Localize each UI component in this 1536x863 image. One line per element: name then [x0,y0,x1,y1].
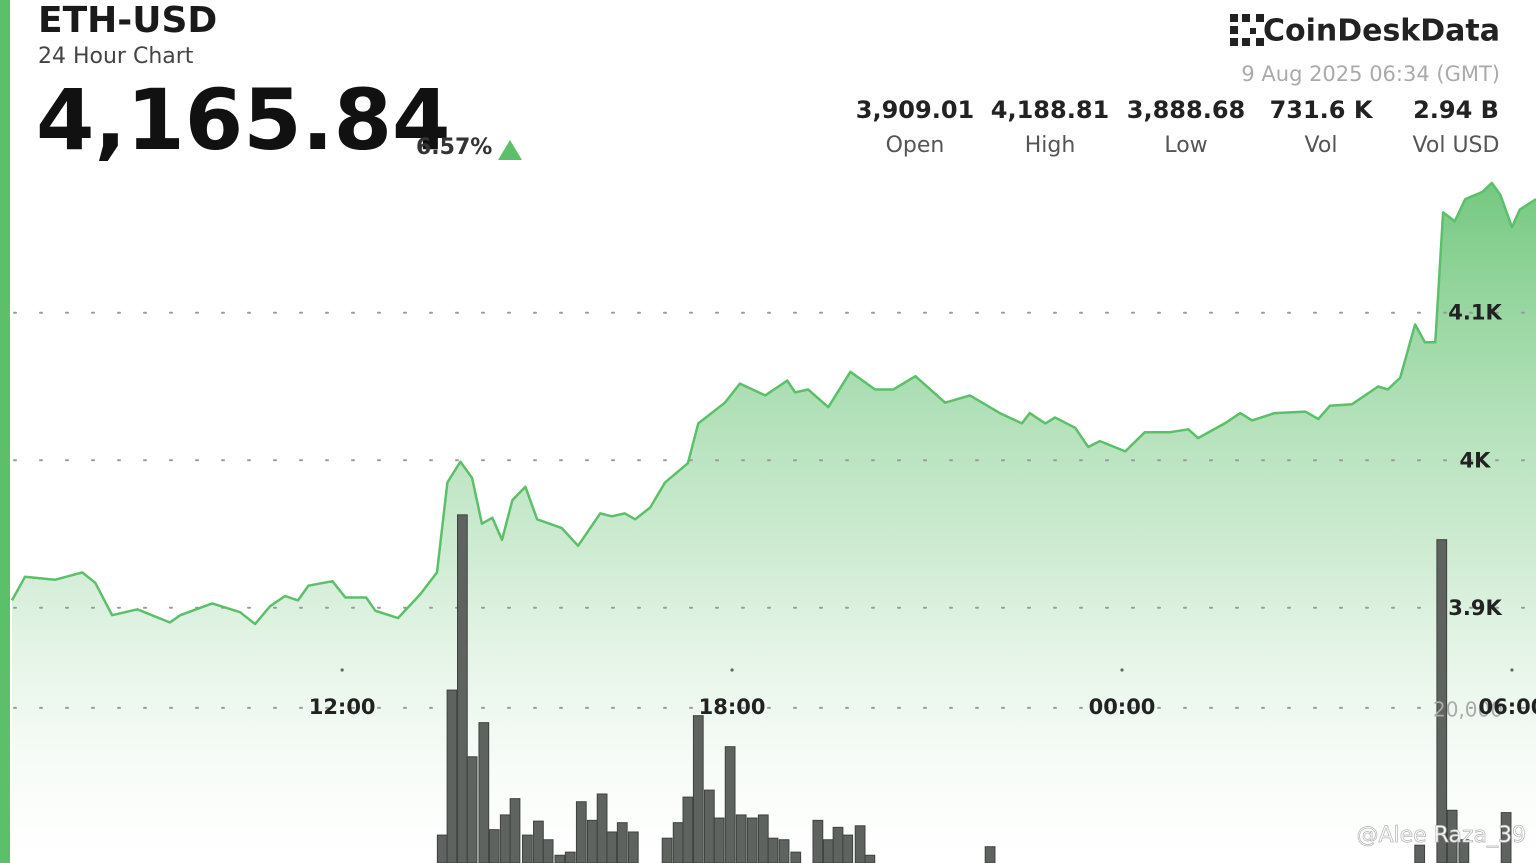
stat-label: Open [886,133,945,158]
volume-bar [488,829,500,863]
grid-layer [13,311,1536,709]
volume-bar [616,822,628,863]
labels-layer: 3.9K 4K 4.1K 20,000 12:00 18:00 00:00 06:00 [309,301,1536,722]
volume-bar [790,851,802,863]
volume-bar [509,798,521,863]
volume-bar [521,834,533,863]
symbol: ETH-USD [38,0,217,41]
bars-layer [436,514,1512,863]
volume-bar [822,839,834,863]
stat-label: Vol [1305,133,1338,158]
volume-bar [575,801,587,863]
volume-bar [627,831,639,863]
stat-value: 731.6 K [1270,96,1374,124]
x-tick-label: 00:00 [1089,695,1156,719]
volume-bar [533,820,544,863]
volume-bar [457,514,468,863]
volume-bar [446,689,458,863]
volume-bar [542,839,554,863]
volume-bar [1436,539,1448,863]
area-layer [12,182,1536,863]
volume-bar [832,826,844,863]
stat-label: Vol USD [1413,133,1500,158]
volume-bar [713,817,725,863]
volume-bar [672,822,684,863]
volume-bar [606,831,618,863]
x-tick-label: 18:00 [699,695,766,719]
volume-bar [596,793,608,863]
volume-bar [478,722,490,863]
x-tick-mark [1510,668,1514,672]
line-layer [10,181,1536,626]
stat-value: 3,888.68 [1127,96,1245,124]
stat-label: High [1025,133,1076,158]
volume-bar [661,837,673,863]
volume-bar [842,834,854,863]
volume-bar [466,756,478,863]
y-tick-label: 4K [1460,448,1492,472]
brand: CoinDeskData [1263,14,1500,49]
price-line [10,181,1536,626]
volume-bar [586,819,598,863]
y-tick-label: 4.1K [1448,301,1502,325]
x-tick-label: 06:00 [1479,695,1536,719]
x-tick-mark [340,668,344,672]
stat-label: Low [1164,133,1207,158]
timestamp: 9 Aug 2025 06:34 (GMT) [1241,62,1500,86]
volume-bar [746,817,758,863]
change: 6.57% [416,135,492,160]
header: ETH-USD 24 Hour Chart 4,165.84 6.57% Coi… [36,0,1500,169]
stat-value: 4,188.81 [991,96,1109,124]
price: 4,165.84 [36,71,451,169]
volume-bar [436,834,448,863]
volume-bar [703,789,715,863]
plot-area: 3.9K 4K 4.1K 20,000 12:00 18:00 00:00 06:00 [10,181,1536,863]
volume-bar [767,837,779,863]
volume-bar [1446,809,1458,863]
volume-bar [854,825,866,863]
up-arrow [498,140,522,160]
x-tick-mark [730,668,734,672]
volume-bar [692,715,704,863]
x-tick-label: 12:00 [309,695,376,719]
volume-bar [564,851,576,863]
y-tick-label: 3.9K [1448,596,1502,620]
y2-tick-label: 20,000 [1433,697,1503,721]
stat-value: 2.94 B [1413,96,1499,124]
volume-bar [812,819,824,863]
volume-bar [499,814,511,863]
volume-bar [554,854,566,863]
volume-bar [778,839,790,863]
x-tick-mark [1120,668,1124,672]
subtitle: 24 Hour Chart [38,44,194,69]
volume-bar [724,746,736,863]
accent-bar [0,0,10,863]
volume-bar [757,814,769,863]
volume-bar [984,846,996,863]
watermark: @Alee Raza_39 [1356,823,1526,848]
brand-logo [1230,14,1264,46]
volume-bar [864,854,876,863]
volume-bar [735,814,747,863]
volume-bar [682,796,694,863]
area-fill [12,182,1536,863]
stat-value: 3,909.01 [856,96,974,124]
